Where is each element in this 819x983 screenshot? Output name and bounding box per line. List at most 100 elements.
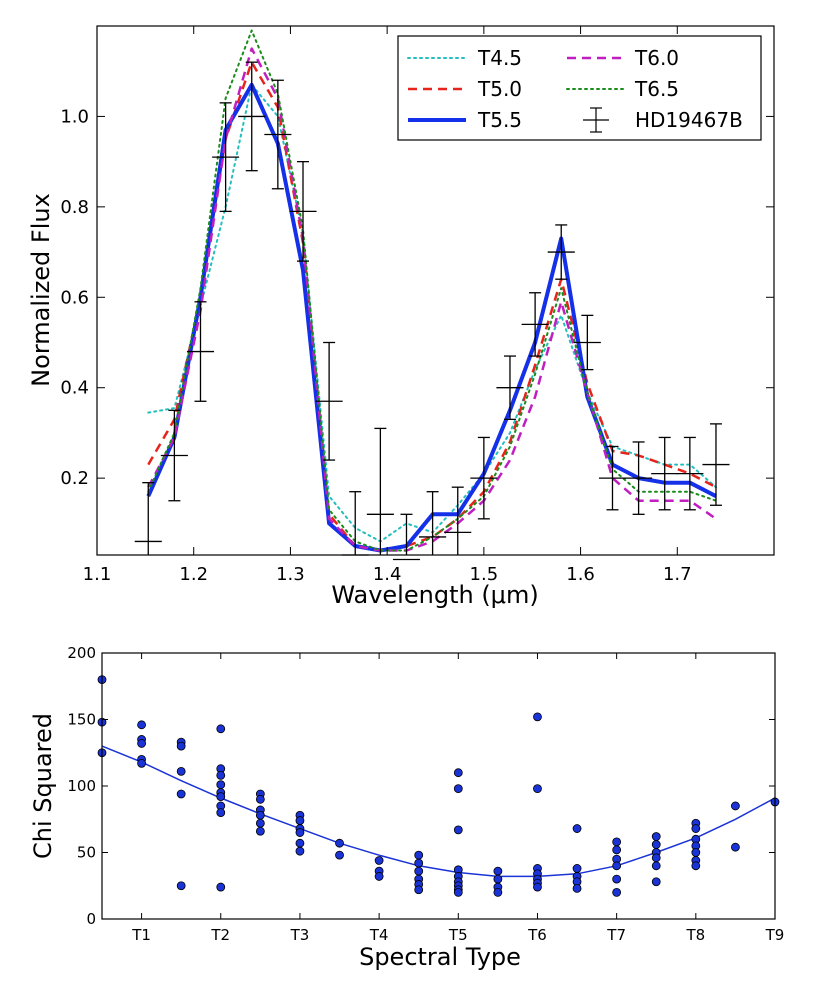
- chi-squared-point: [216, 792, 226, 802]
- bottom-x-axis-label: Spectral Type: [359, 943, 521, 971]
- chi-squared-point: [295, 838, 305, 848]
- chi-squared-point: [493, 866, 503, 876]
- chi-squared-plot: T1 T2 T3 T4 T5 T6 T7 T8 T9 0 50 100 150 200 Spectral…: [29, 644, 784, 971]
- chi-squared-point: [453, 888, 463, 897]
- chi-squared-point: [255, 794, 265, 804]
- errorbar-point: [366, 427, 394, 555]
- chi-squared-point: [335, 850, 344, 860]
- chi-squared-point: [414, 858, 424, 868]
- errorbar-point: [419, 491, 447, 555]
- bottom-x-tick-label: T2: [210, 926, 230, 944]
- errorbar-point: [573, 314, 601, 371]
- bottom-y-tick-label: 100: [67, 777, 96, 795]
- chi-squared-point: [533, 882, 542, 892]
- chi-squared-point: [255, 818, 265, 828]
- chi-squared-point: [612, 861, 622, 871]
- bottom-x-tick-label: T8: [685, 926, 705, 944]
- chi-squared-point: [255, 810, 265, 820]
- top-x-axis-label: Wavelength (μm): [331, 581, 538, 609]
- chi-squared-point: [453, 825, 463, 835]
- errorbar-point: [625, 441, 653, 515]
- chi-squared-point: [176, 789, 186, 799]
- chi-squared-point: [691, 848, 701, 857]
- errorbar-point: [598, 445, 627, 511]
- chi-squared-point: [295, 828, 305, 837]
- bottom-x-tick-label: T4: [369, 926, 389, 944]
- chi-squared-point: [137, 720, 146, 730]
- bottom-y-tick-label: 50: [77, 844, 96, 862]
- chi-squared-point: [651, 853, 661, 863]
- top-x-tick-label: 1.4: [373, 564, 402, 585]
- chi-squared-point: [176, 741, 186, 751]
- bottom-y-tick-label: 200: [67, 644, 96, 662]
- errorbar-point: [496, 355, 524, 421]
- errorbar-point: [289, 160, 317, 262]
- chi-squared-point: [731, 842, 740, 852]
- errorbar-point: [212, 102, 240, 213]
- legend-label-t50: T5.0: [477, 77, 522, 101]
- chi-squared-point: [651, 840, 661, 849]
- top-plot-frame: [96, 25, 775, 556]
- chi-squared-point: [216, 882, 226, 892]
- chi-squared-point: [651, 832, 661, 841]
- chi-squared-point: [216, 770, 226, 780]
- chi-squared-point: [691, 861, 701, 871]
- chi-squared-point: [731, 801, 740, 811]
- chi-squared-point: [414, 850, 424, 860]
- legend: T4.5 T5.0 T5.5 T6.0 T6.5 HD19467B: [397, 35, 762, 141]
- chi-squared-point: [137, 739, 146, 748]
- chi-squared-point: [612, 845, 622, 855]
- top-x-tick-label: 1.6: [566, 564, 595, 585]
- errorbar-point: [186, 301, 215, 402]
- chi-squared-point: [414, 866, 424, 876]
- legend-label-t60: T6.0: [634, 46, 679, 70]
- errorbar-point: [651, 436, 679, 511]
- top-y-axis-label: Normalized Flux: [27, 193, 55, 387]
- chi-squared-point: [691, 824, 701, 833]
- chi-squared-point: [176, 766, 186, 776]
- chi-squared-point: [453, 768, 463, 778]
- series-line-t55: [146, 82, 717, 553]
- top-y-tick-label: 0.8: [60, 197, 89, 218]
- legend-label-t45: T4.5: [477, 46, 522, 70]
- legend-label-hd19467b: HD19467B: [635, 108, 743, 132]
- series-line-t50: [147, 60, 717, 552]
- chi-squared-point: [651, 861, 661, 871]
- chi-squared-point: [216, 724, 226, 734]
- bottom-y-tick-label: 0: [86, 910, 96, 928]
- chi-squared-point: [137, 758, 146, 768]
- chi-squared-point: [335, 838, 344, 848]
- bottom-plot-frame: [101, 652, 776, 920]
- legend-swatch-hd19467b: [583, 107, 609, 133]
- chi-squared-point: [612, 837, 622, 847]
- errorbar-point: [160, 409, 188, 502]
- chi-squared-point: [295, 816, 305, 825]
- errorbar-point: [444, 486, 472, 555]
- chi-squared-point: [493, 888, 503, 897]
- chi-squared-point: [216, 780, 226, 790]
- errorbar-point: [238, 61, 266, 172]
- top-x-tick-label: 1.5: [470, 564, 499, 585]
- bottom-y-tick-label: 150: [67, 711, 96, 729]
- chi-squared-point: [176, 881, 186, 891]
- bottom-x-tick-label: T6: [527, 926, 547, 944]
- top-y-tick-label: 0.6: [60, 287, 89, 308]
- chi-squared-point: [216, 808, 226, 817]
- errorbar-point: [521, 292, 549, 357]
- chi-squared-point: [453, 784, 463, 794]
- bottom-x-tick-label: T7: [606, 926, 626, 944]
- errorbar-point: [264, 79, 292, 190]
- top-y-tick-label: 1.0: [60, 106, 89, 127]
- chi-squared-point: [533, 712, 542, 722]
- chi-squared-point: [255, 826, 265, 836]
- chi-squared-point: [612, 888, 622, 897]
- chi-squared-point: [374, 856, 384, 865]
- top-x-tick-label: 1.1: [83, 564, 112, 585]
- top-x-tick-label: 1.3: [276, 564, 305, 585]
- top-y-tick-label: 0.2: [60, 468, 89, 489]
- chi-squared-point: [493, 874, 503, 884]
- chi-squared-point: [295, 846, 305, 856]
- chi-squared-point: [533, 784, 542, 794]
- spectrum-plot: 1.1 1.2 1.3 1.4 1.5 1.6 1.7 0.2 0.4 0.6 0.8 1.0 Wa…: [27, 25, 775, 609]
- chi-squared-point: [572, 824, 582, 833]
